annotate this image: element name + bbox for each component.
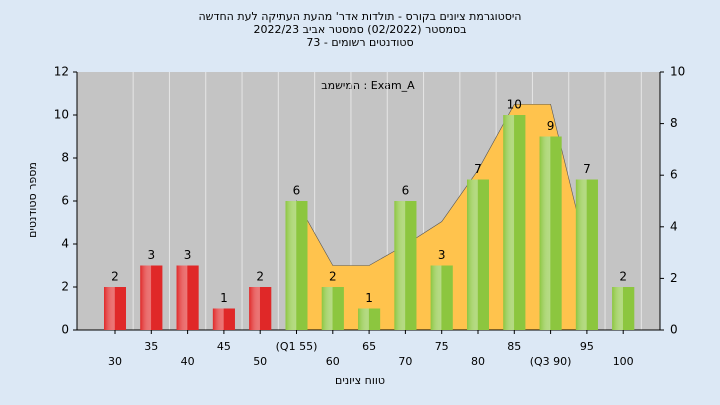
x-tick-label: 80 — [471, 355, 485, 368]
bar — [539, 136, 562, 330]
y-tick-label: 4 — [61, 237, 69, 251]
y-tick-label: 10 — [54, 108, 69, 122]
x-tick-label: 65 — [362, 340, 376, 353]
chart-subtitle: סטודנטים רשומים - 73 — [306, 36, 413, 49]
x-axis-label: טווח ציונים — [335, 374, 385, 387]
data-label: 3 — [438, 248, 446, 262]
chart-title: היסטוגרמת ציונים בקורס - תולדות אדר' מהע… — [198, 10, 521, 23]
data-label: 2 — [256, 270, 264, 284]
bar — [612, 287, 635, 330]
bar — [285, 201, 308, 330]
data-label: 3 — [184, 248, 192, 262]
data-label: 1 — [220, 291, 228, 305]
x-tick-label: 30 — [108, 355, 122, 368]
bar — [176, 265, 199, 330]
bar — [140, 265, 163, 330]
y-axis-label: מספר סטודנטים — [26, 162, 39, 238]
data-label: 9 — [547, 119, 555, 133]
data-label: 1 — [365, 291, 373, 305]
bar — [394, 201, 417, 330]
x-tick-label: 50 — [253, 355, 267, 368]
y2-tick-label: 2 — [670, 271, 678, 285]
bar — [104, 287, 126, 330]
data-label: 7 — [583, 162, 591, 176]
y2-tick-label: 10 — [670, 65, 685, 79]
bar — [358, 308, 381, 330]
y-tick-label: 8 — [61, 151, 69, 165]
x-tick-label: 75 — [435, 340, 449, 353]
bar — [467, 179, 489, 330]
chart-subtitle: בסמסטר (02/2022) סמסטר אביב 2022/23 — [253, 23, 466, 36]
y2-tick-label: 4 — [670, 219, 678, 233]
y2-tick-label: 8 — [670, 116, 678, 130]
bar — [430, 265, 453, 330]
x-tick-label: 60 — [326, 355, 340, 368]
x-tick-label: 85 — [507, 340, 521, 353]
y-tick-label: 12 — [54, 65, 69, 79]
y2-tick-label: 0 — [670, 323, 678, 337]
data-label: 7 — [474, 162, 482, 176]
bar — [249, 287, 272, 330]
bar — [321, 287, 344, 330]
x-tick-label: 45 — [217, 340, 231, 353]
x-tick-label: (Q1 55) — [276, 340, 318, 353]
data-label: 6 — [293, 184, 301, 198]
data-label: 10 — [507, 98, 522, 112]
y-tick-label: 6 — [61, 194, 69, 208]
data-label: 2 — [111, 270, 119, 284]
y-tick-label: 2 — [61, 280, 69, 294]
y2-tick-label: 6 — [670, 168, 678, 182]
bar — [503, 115, 526, 330]
data-label: 6 — [402, 184, 410, 198]
y-tick-label: 0 — [61, 323, 69, 337]
x-tick-label: 100 — [613, 355, 634, 368]
bar — [212, 308, 235, 330]
data-label: 3 — [147, 248, 155, 262]
x-tick-label: 35 — [144, 340, 158, 353]
x-tick-label: 70 — [398, 355, 412, 368]
data-label: 2 — [329, 270, 337, 284]
bar — [575, 179, 598, 330]
x-tick-label: 40 — [181, 355, 195, 368]
x-tick-label: (Q3 90) — [530, 355, 572, 368]
data-label: 2 — [619, 270, 627, 284]
x-tick-label: 95 — [580, 340, 594, 353]
annotation: במשימה : Exam_A — [321, 79, 415, 92]
